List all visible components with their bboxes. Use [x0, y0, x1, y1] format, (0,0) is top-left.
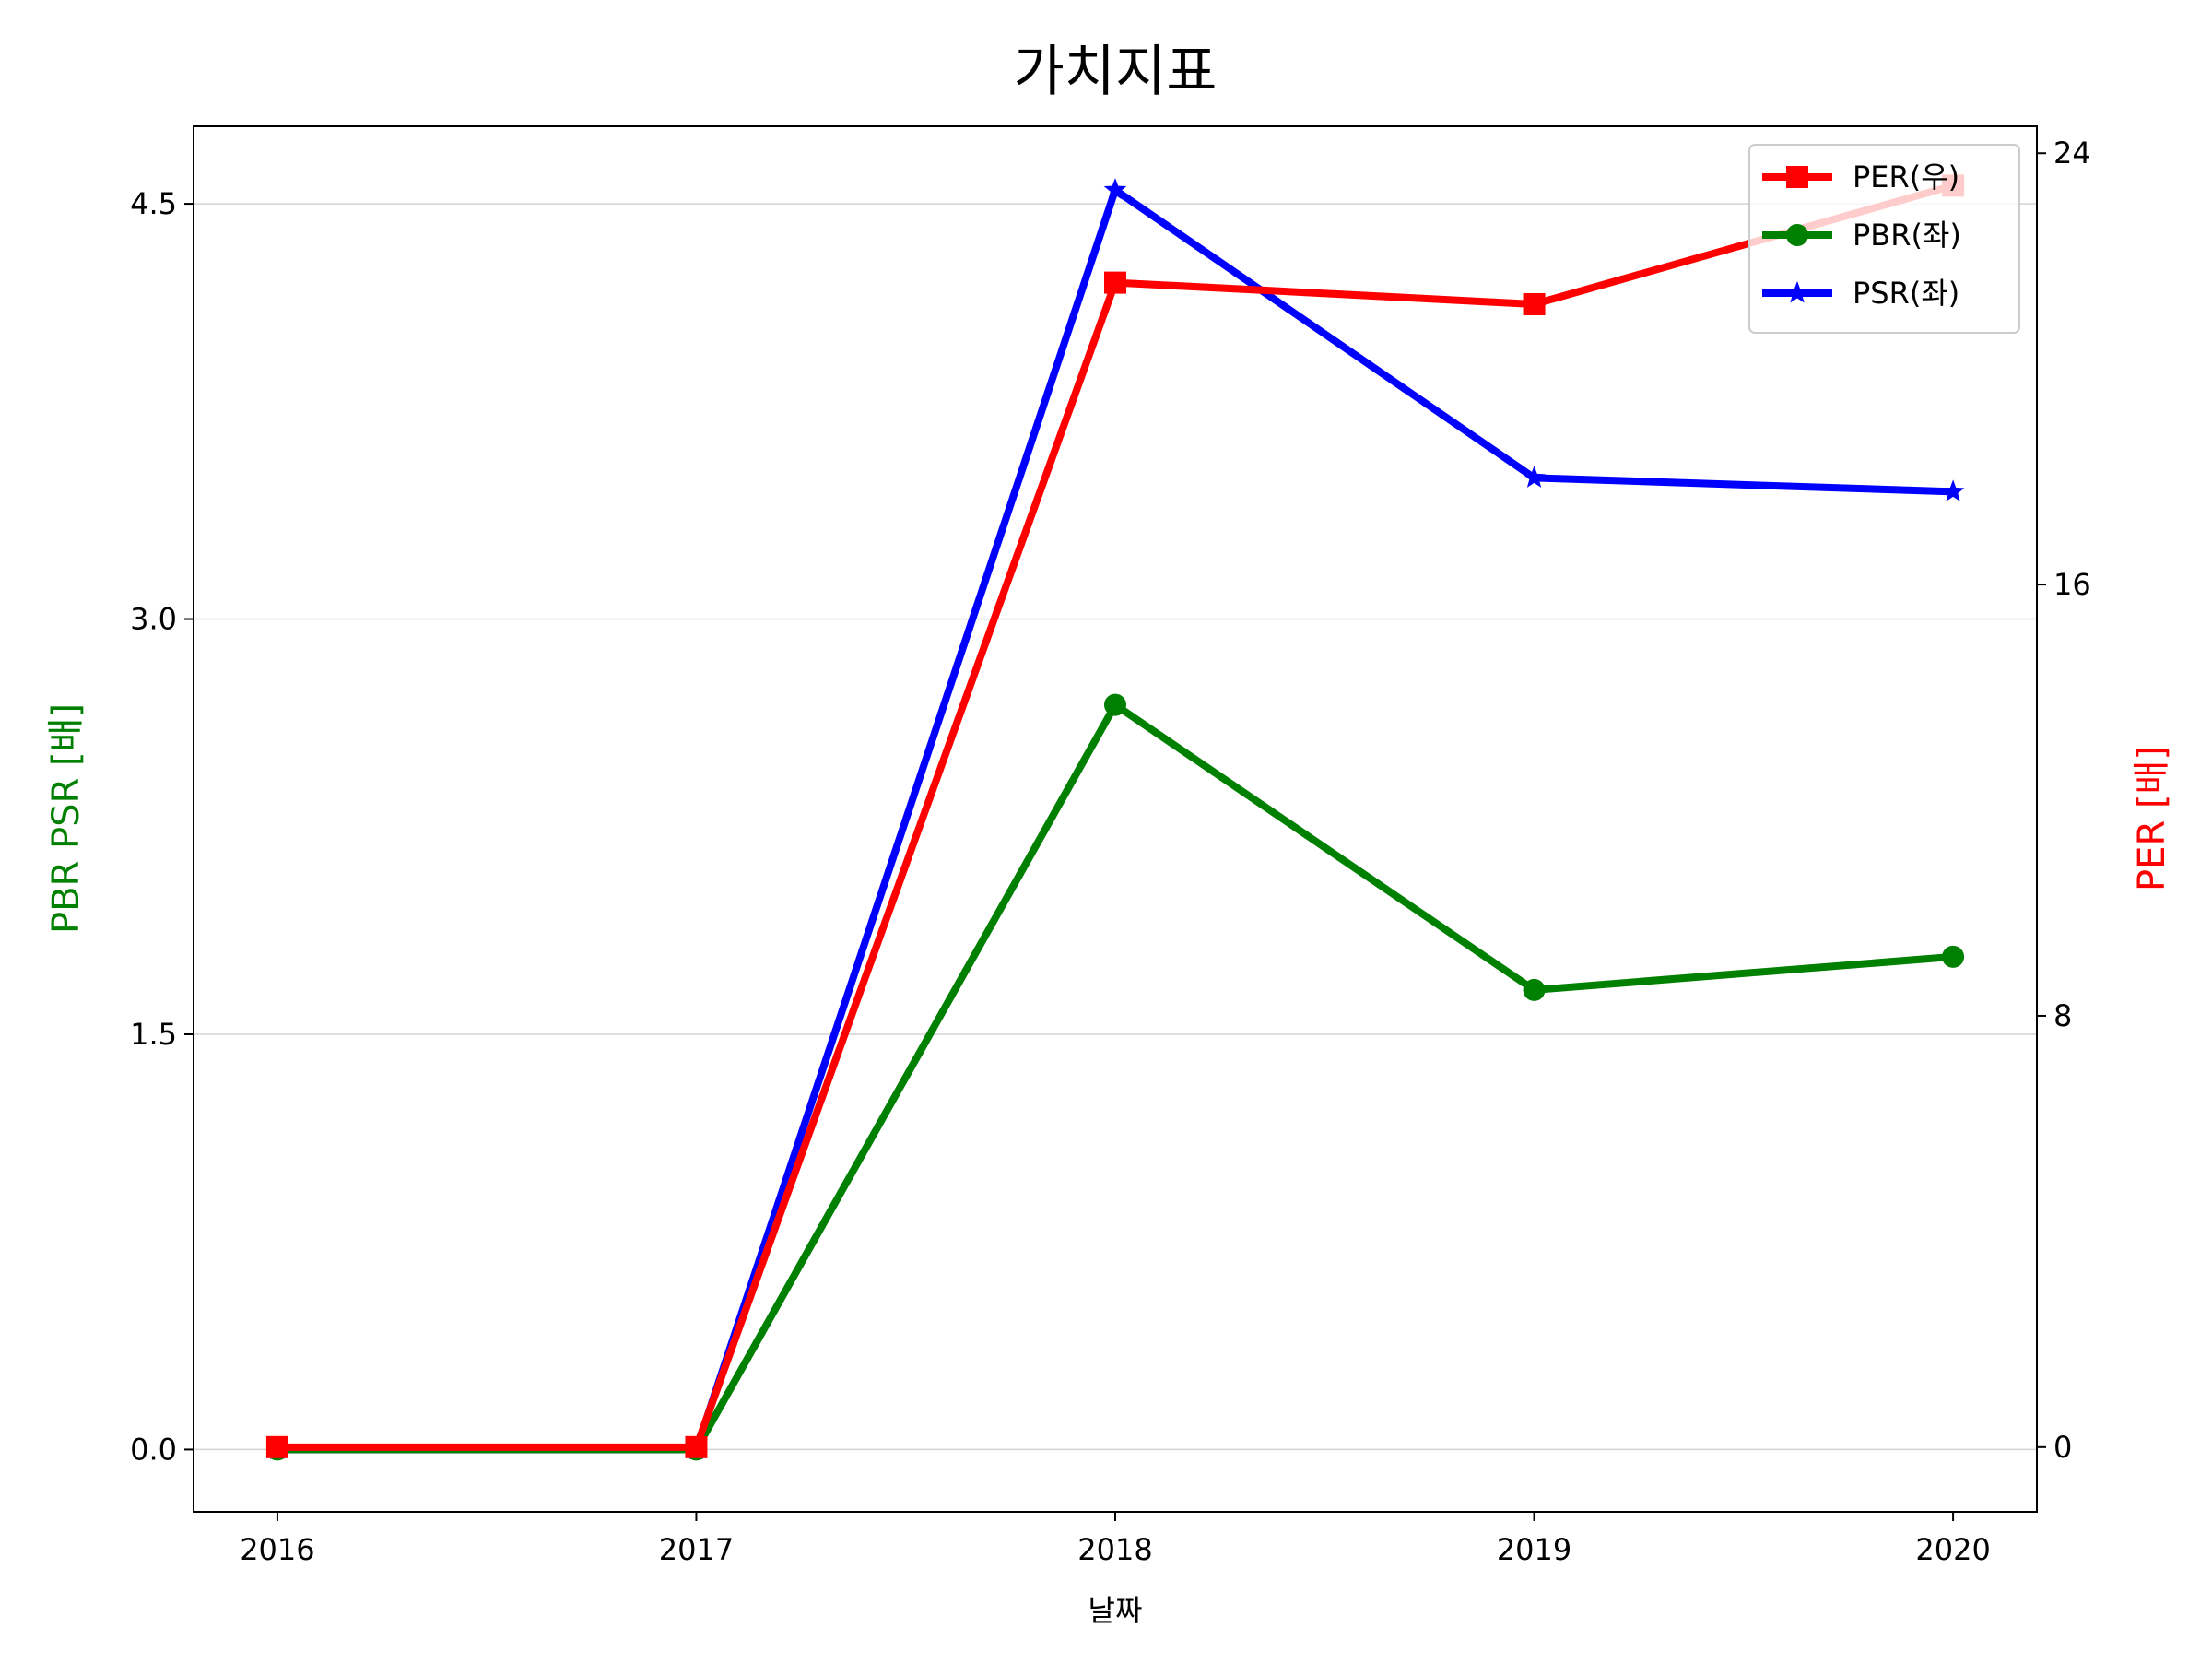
y-tick-label-right: 8 [2053, 998, 2072, 1033]
data-point-per [1104, 271, 1126, 294]
x-tick-label: 2020 [1915, 1532, 1990, 1567]
y-tick-label-right: 16 [2053, 567, 2091, 602]
data-point-per [685, 1435, 708, 1458]
y-axis-label-left: PBR PSR [배] [45, 703, 88, 934]
x-tick-label: 2018 [1077, 1532, 1152, 1567]
y-tick-label-left: 3.0 [130, 602, 177, 637]
data-point-pbr [1104, 693, 1126, 716]
legend-box [1748, 144, 2020, 334]
y-tick-label-right: 24 [2053, 136, 2091, 171]
x-axis-label: 날짜 [1088, 1593, 1143, 1628]
y-tick-label-left: 1.5 [130, 1017, 177, 1052]
y-axis-label-right: PER [배] [2131, 746, 2173, 891]
legend-marker-pbr [1786, 224, 1808, 246]
legend-label-psr: PSR(좌) [1853, 276, 1959, 311]
data-point-pbr [1523, 978, 1546, 1001]
legend-label-per: PER(우) [1853, 159, 1959, 195]
legend-label-pbr: PBR(좌) [1853, 218, 1961, 253]
data-point-per [265, 1435, 288, 1458]
legend-marker-psr [1785, 281, 1809, 303]
legend-marker-per [1786, 166, 1808, 188]
y-tick-label-left: 4.5 [130, 186, 177, 221]
x-tick-label: 2019 [1497, 1532, 1571, 1567]
y-tick-label-left: 0.0 [130, 1432, 177, 1467]
y-tick-label-right: 0 [2053, 1430, 2072, 1465]
x-tick-label: 2016 [240, 1532, 314, 1567]
data-point-per [1523, 292, 1546, 315]
data-point-psr [1941, 479, 1965, 501]
chart-title: 가치지표 [1014, 40, 1218, 104]
x-tick-label: 2017 [659, 1532, 734, 1567]
data-point-psr [1523, 466, 1546, 488]
legend: PER(우) PBR(좌) PSR(좌) [1748, 144, 2020, 334]
data-point-psr [1103, 178, 1127, 200]
data-point-pbr [1942, 945, 1965, 968]
